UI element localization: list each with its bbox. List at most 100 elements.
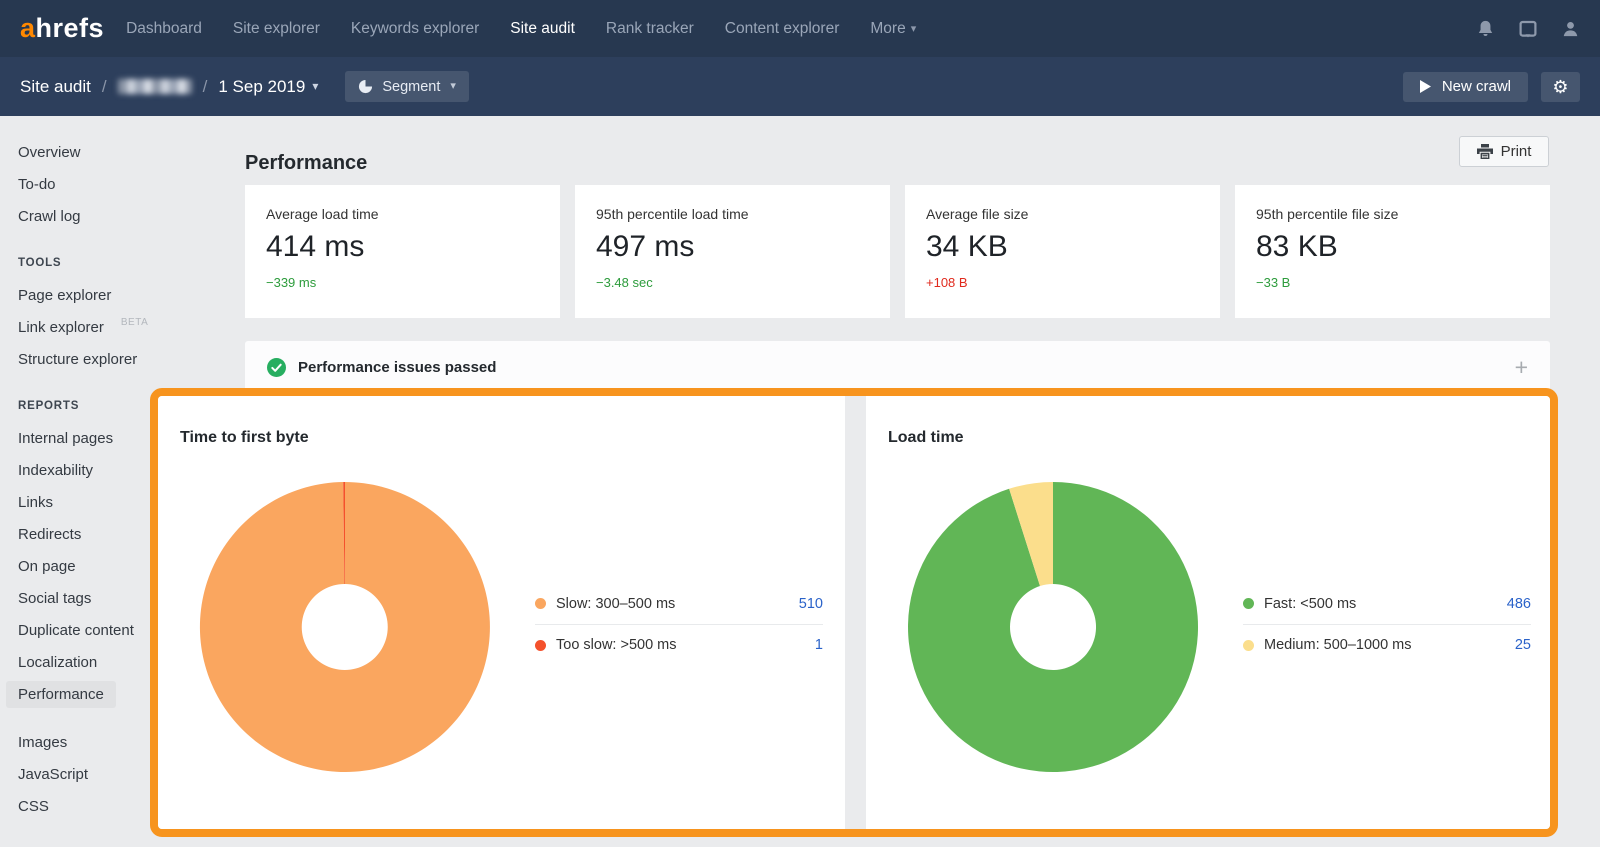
stat-delta: −33 B — [1256, 275, 1529, 290]
sidebar-item-label: Internal pages — [6, 425, 125, 452]
legend-value[interactable]: 510 — [799, 596, 823, 612]
user-icon[interactable] — [1561, 19, 1580, 39]
stat-label: Average load time — [266, 206, 539, 222]
stat-delta: −339 ms — [266, 275, 539, 290]
breadcrumb-separator: / — [203, 77, 208, 97]
plus-icon[interactable]: + — [1515, 356, 1528, 379]
legend-value[interactable]: 486 — [1507, 596, 1531, 612]
stat-value: 414 ms — [266, 230, 539, 264]
sidebar-item-label: Localization — [6, 649, 109, 676]
stat-value: 83 KB — [1256, 230, 1529, 264]
bell-icon[interactable] — [1476, 19, 1495, 39]
legend-row[interactable]: Slow: 300–500 ms510 — [535, 583, 823, 624]
nav-item-more[interactable]: More▾ — [870, 20, 916, 38]
sidebar-item-label: Links — [6, 489, 65, 516]
donut-chart[interactable] — [195, 477, 495, 777]
legend-dot-icon — [1243, 640, 1254, 651]
ahrefs-logo[interactable]: ahrefs — [20, 13, 104, 44]
sidebar-item-label: Redirects — [6, 521, 93, 548]
nav-item-keywords-explorer[interactable]: Keywords explorer — [351, 20, 479, 38]
breadcrumb-separator: / — [102, 77, 107, 97]
donut-chart[interactable] — [903, 477, 1203, 777]
print-label: Print — [1501, 143, 1532, 160]
printer-icon — [1477, 144, 1493, 159]
stat-delta: −3.48 sec — [596, 275, 869, 290]
legend: Slow: 300–500 ms510Too slow: >500 ms1 — [535, 583, 823, 665]
nav-item-site-explorer[interactable]: Site explorer — [233, 20, 320, 38]
primary-nav: Dashboard Site explorer Keywords explore… — [126, 20, 916, 38]
legend-value[interactable]: 25 — [1515, 637, 1531, 653]
sidebar-item-label: Duplicate content — [6, 617, 146, 644]
play-icon — [1420, 80, 1431, 93]
sidebar-item-label: Social tags — [6, 585, 103, 612]
topnav-icon-group — [1476, 19, 1580, 39]
nav-item-content-explorer[interactable]: Content explorer — [725, 20, 840, 38]
sidebar-item-structure-explorer[interactable]: Structure explorer — [18, 343, 243, 375]
donut-slice[interactable] — [908, 482, 1198, 772]
logo-letter-a: a — [20, 13, 36, 43]
crawl-date-dropdown[interactable]: 1 Sep 2019▾ — [218, 77, 318, 97]
stat-card-average-load-time: Average load time 414 ms −339 ms — [245, 185, 560, 318]
audit-header-bar: Site audit / / 1 Sep 2019▾ Segment ▾ New… — [0, 57, 1600, 116]
sidebar-item-label: CSS — [6, 793, 61, 820]
gear-icon[interactable]: ⚙ — [1541, 72, 1580, 102]
sidebar-item-link-explorer[interactable]: Link explorerBETA — [18, 311, 243, 343]
stat-label: Average file size — [926, 206, 1199, 222]
stat-value: 497 ms — [596, 230, 869, 264]
legend-dot-icon — [535, 598, 546, 609]
sidebar-item-label: Crawl log — [6, 203, 93, 230]
stat-delta: +108 B — [926, 275, 1199, 290]
top-navigation-bar: ahrefs Dashboard Site explorer Keywords … — [0, 0, 1600, 57]
pie-icon — [358, 79, 373, 94]
sidebar-item-label: Images — [6, 729, 79, 756]
nav-item-dashboard[interactable]: Dashboard — [126, 20, 202, 38]
sidebar-section-tools: TOOLS — [18, 247, 243, 279]
new-crawl-label: New crawl — [1442, 78, 1511, 95]
sidebar-item-page-explorer[interactable]: Page explorer — [18, 279, 243, 311]
legend-row[interactable]: Medium: 500–1000 ms25 — [1243, 624, 1531, 665]
crawl-date-label: 1 Sep 2019 — [218, 77, 305, 97]
segment-dropdown-button[interactable]: Segment ▾ — [345, 71, 469, 102]
page-title: Performance — [245, 152, 367, 175]
sidebar-item-todo[interactable]: To-do — [18, 168, 243, 200]
legend-row[interactable]: Too slow: >500 ms1 — [535, 624, 823, 665]
check-circle-icon — [267, 358, 286, 377]
sidebar-item-overview[interactable]: Overview — [18, 136, 243, 168]
subnav-actions: New crawl ⚙ — [1403, 72, 1580, 102]
legend-label: Too slow: >500 ms — [556, 637, 815, 653]
stat-card-95th-load-time: 95th percentile load time 497 ms −3.48 s… — [575, 185, 890, 318]
breadcrumb-project-name-blurred[interactable] — [118, 79, 192, 94]
stat-cards-row: Average load time 414 ms −339 ms 95th pe… — [245, 185, 1550, 318]
logo-rest: hrefs — [36, 13, 105, 43]
legend-value[interactable]: 1 — [815, 637, 823, 653]
nav-item-site-audit[interactable]: Site audit — [510, 20, 575, 38]
issues-row-label: Performance issues passed — [298, 359, 496, 376]
breadcrumb-section[interactable]: Site audit — [20, 77, 91, 97]
chart-card-load-time: Load time Fast: <500 ms486Medium: 500–10… — [866, 396, 1550, 829]
legend-label: Slow: 300–500 ms — [556, 596, 799, 612]
legend-label: Fast: <500 ms — [1264, 596, 1507, 612]
feedback-icon[interactable] — [1518, 19, 1538, 39]
legend-label: Medium: 500–1000 ms — [1264, 637, 1515, 653]
sidebar-item-label: Page explorer — [6, 282, 123, 309]
stat-label: 95th percentile file size — [1256, 206, 1529, 222]
sidebar-item-label: On page — [6, 553, 88, 580]
legend-row[interactable]: Fast: <500 ms486 — [1243, 583, 1531, 624]
page: ahrefs Dashboard Site explorer Keywords … — [0, 0, 1600, 847]
print-button[interactable]: Print — [1459, 136, 1549, 167]
sidebar-item-label: To-do — [6, 171, 68, 198]
chart-title: Time to first byte — [180, 429, 309, 447]
stat-label: 95th percentile load time — [596, 206, 869, 222]
sidebar-item-label: Structure explorer — [6, 346, 149, 373]
legend: Fast: <500 ms486Medium: 500–1000 ms25 — [1243, 583, 1531, 665]
chart-title: Load time — [888, 429, 964, 447]
beta-badge: BETA — [121, 317, 148, 328]
sidebar-item-crawl-log[interactable]: Crawl log — [18, 200, 243, 232]
stat-card-95th-file-size: 95th percentile file size 83 KB −33 B — [1235, 185, 1550, 318]
performance-issues-passed-row[interactable]: Performance issues passed + — [245, 341, 1550, 393]
new-crawl-button[interactable]: New crawl — [1403, 72, 1528, 102]
sidebar-item-label: Overview — [6, 139, 93, 166]
sidebar-item-label: Indexability — [6, 457, 105, 484]
nav-item-rank-tracker[interactable]: Rank tracker — [606, 20, 694, 38]
highlight-annotation-box: Time to first byte Slow: 300–500 ms510To… — [150, 388, 1558, 837]
